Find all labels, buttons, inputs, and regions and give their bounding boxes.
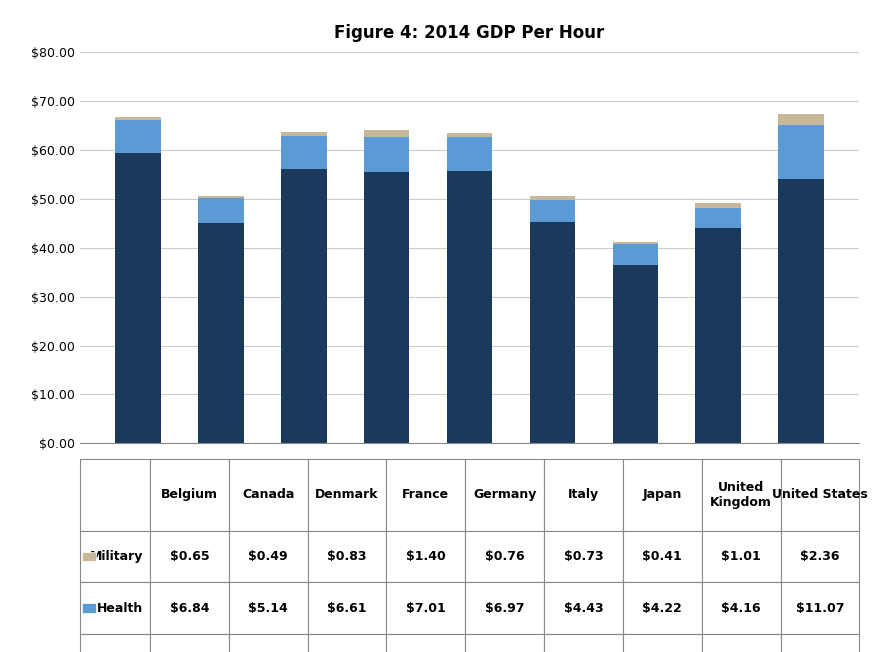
Bar xyxy=(447,133,493,137)
Bar xyxy=(530,200,575,222)
Bar xyxy=(779,125,824,179)
Bar xyxy=(612,265,658,443)
Bar xyxy=(530,196,575,200)
Bar xyxy=(198,224,244,443)
FancyBboxPatch shape xyxy=(82,603,96,613)
Bar xyxy=(779,179,824,443)
Bar xyxy=(696,208,741,228)
Bar xyxy=(281,136,327,169)
Bar xyxy=(115,120,160,153)
Bar xyxy=(696,203,741,208)
Bar xyxy=(115,117,160,120)
Bar xyxy=(281,169,327,443)
Bar xyxy=(612,242,658,244)
Title: Figure 4: 2014 GDP Per Hour: Figure 4: 2014 GDP Per Hour xyxy=(334,24,605,42)
Bar xyxy=(696,228,741,443)
Bar xyxy=(115,153,160,443)
Bar xyxy=(198,198,244,224)
Bar xyxy=(198,196,244,198)
FancyBboxPatch shape xyxy=(82,552,96,561)
Bar xyxy=(281,132,327,136)
Bar xyxy=(447,171,493,443)
Bar xyxy=(364,171,409,443)
Bar xyxy=(447,137,493,171)
Bar xyxy=(364,130,409,137)
Bar xyxy=(612,244,658,265)
Bar xyxy=(779,114,824,125)
Bar xyxy=(530,222,575,443)
Bar xyxy=(364,137,409,171)
